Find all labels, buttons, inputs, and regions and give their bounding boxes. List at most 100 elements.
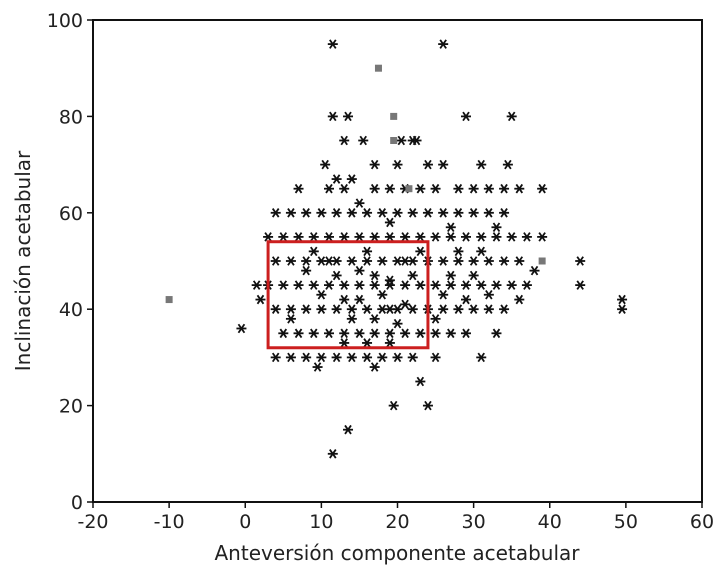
asterisk-marker [384,280,395,290]
asterisk-marker [422,208,433,218]
asterisk-marker [521,280,532,290]
asterisk-marker [506,280,517,290]
asterisk-marker [293,328,304,339]
asterisk-marker [438,159,449,170]
asterisk-marker [476,159,487,170]
asterisk-marker [323,280,334,290]
asterisk-marker [491,232,502,242]
asterisk-marker [362,256,373,266]
asterisk-marker [468,183,479,194]
asterisk-marker [430,352,441,363]
asterisk-marker [339,280,350,290]
asterisk-marker [331,304,342,314]
asterisk-marker [468,270,479,281]
asterisk-marker [537,232,548,242]
y-tick-label: 0 [71,492,83,514]
asterisk-marker [331,174,342,184]
asterisk-marker [430,280,441,290]
asterisk-marker [400,232,411,242]
asterisk-marker [502,159,513,170]
asterisk-marker [316,352,327,363]
asterisk-marker [468,208,479,218]
asterisk-marker [438,304,449,314]
asterisk-marker [491,328,502,339]
asterisk-marker [422,159,433,170]
asterisk-marker [369,232,380,242]
asterisk-marker [407,135,418,146]
asterisk-marker [499,256,510,266]
asterisk-marker [407,304,418,314]
asterisk-marker [354,198,365,208]
asterisk-marker [316,289,327,300]
asterisk-marker [346,208,357,218]
asterisk-marker [301,265,312,276]
asterisk-marker [377,208,388,218]
asterisk-marker [343,424,354,435]
asterisk-marker [339,135,350,146]
asterisk-marker [392,318,403,329]
asterisk-marker [461,280,472,290]
asterisk-marker [236,323,247,334]
asterisk-marker [430,232,441,242]
asterisk-marker [575,256,586,266]
asterisk-marker [278,280,289,290]
asterisk-marker [301,208,312,218]
asterisk-marker [483,289,494,300]
asterisk-marker [384,232,395,242]
scatter-markers [165,39,628,459]
asterisk-marker [445,232,456,242]
square-marker [374,64,382,72]
asterisk-marker [537,183,548,194]
asterisk-marker [453,208,464,218]
asterisk-marker [285,314,296,324]
asterisk-marker [354,232,365,242]
x-tick-label: 0 [239,511,251,533]
asterisk-marker [453,304,464,314]
asterisk-marker [354,328,365,339]
asterisk-marker [430,328,441,339]
asterisk-marker [430,314,441,324]
asterisk-marker [384,275,395,286]
asterisk-marker [476,352,487,363]
asterisk-marker [392,208,403,218]
asterisk-marker [384,217,395,228]
asterisk-marker [339,338,350,348]
asterisk-marker [285,208,296,218]
x-tick-label: 10 [309,511,333,533]
asterisk-marker [468,304,479,314]
asterisk-marker [285,256,296,266]
asterisk-marker [369,314,380,324]
asterisk-marker [369,270,380,281]
asterisk-marker [617,304,628,314]
square-marker [390,112,398,120]
asterisk-marker [323,256,334,266]
asterisk-marker [476,280,487,290]
highlight-box [266,240,430,350]
asterisk-marker [575,280,586,290]
asterisk-marker [369,280,380,290]
asterisk-marker [377,289,388,300]
asterisk-marker [445,222,456,233]
asterisk-marker [331,208,342,218]
asterisk-marker [308,246,319,257]
asterisk-marker [400,299,411,310]
asterisk-marker [461,294,472,305]
asterisk-marker [407,352,418,363]
asterisk-marker [316,304,327,314]
y-tick-label: 80 [59,106,83,128]
asterisk-marker [483,256,494,266]
asterisk-marker [499,208,510,218]
asterisk-marker [400,256,411,266]
asterisk-marker [346,304,357,314]
asterisk-marker [514,256,525,266]
asterisk-marker [617,294,628,305]
asterisk-marker [358,135,369,146]
x-tick-label: 40 [538,511,562,533]
x-tick-label: -20 [77,511,108,533]
asterisk-marker [392,159,403,170]
asterisk-marker [438,289,449,300]
asterisk-marker [339,183,350,194]
asterisk-marker [270,208,281,218]
asterisk-marker [270,256,281,266]
